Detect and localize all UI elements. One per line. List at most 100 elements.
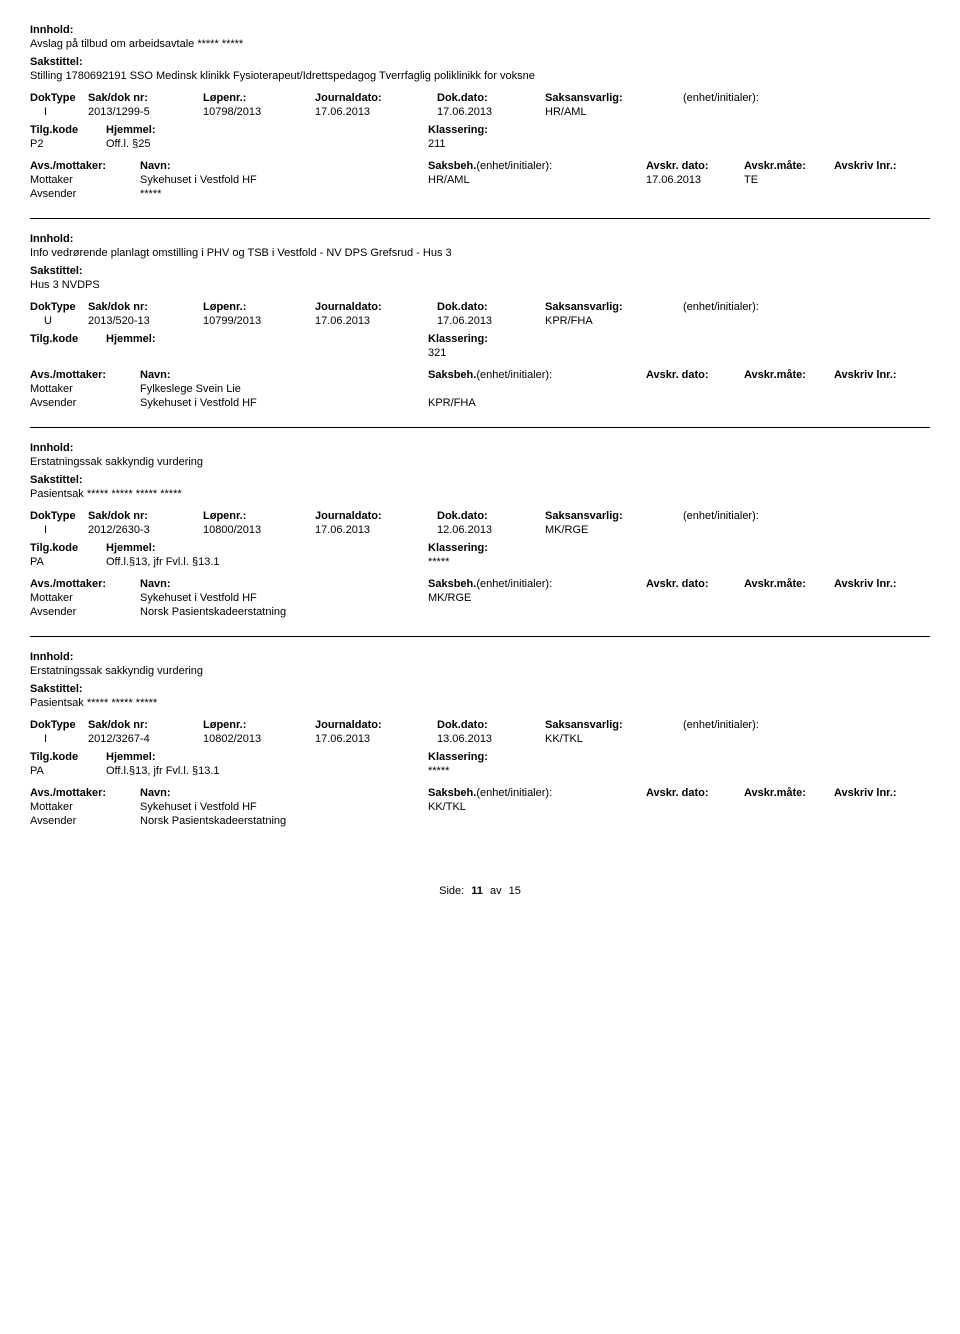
party-avskr-dato xyxy=(646,188,744,200)
klassering-label: Klassering: xyxy=(428,124,488,136)
party-row: Mottaker Sykehuset i Vestfold HF KK/TKL xyxy=(30,801,930,813)
enhet-value xyxy=(683,524,823,536)
innhold-label: Innhold: xyxy=(30,233,930,245)
party-saksbeh: KK/TKL xyxy=(428,801,646,813)
party-avskr-dato xyxy=(646,815,744,827)
saksbeh-label: Saksbeh.(enhet/initialer): xyxy=(428,160,646,172)
saksansvarlig-value: HR/AML xyxy=(545,106,683,118)
meta-values-row: U 2013/520-13 10799/2013 17.06.2013 17.0… xyxy=(30,315,930,327)
tilg-header-row: Tilg.kode Hjemmel: Klassering: xyxy=(30,751,930,763)
journaldato-label: Journaldato: xyxy=(315,301,437,313)
sakstittel-label: Sakstittel: xyxy=(30,56,930,68)
dokdato-label: Dok.dato: xyxy=(437,510,545,522)
saksansvarlig-label: Saksansvarlig: xyxy=(545,510,683,522)
party-name: Sykehuset i Vestfold HF xyxy=(140,801,428,813)
hjemmel-value: Off.l.§13, jfr Fvl.l. §13.1 xyxy=(106,765,220,777)
meta-header-row: DokType Sak/dok nr: Løpenr.: Journaldato… xyxy=(30,510,930,522)
avskr-mate-label: Avskr.måte: xyxy=(744,369,834,381)
party-role: Mottaker xyxy=(30,383,140,395)
tilgkode-value: P2 xyxy=(30,138,106,150)
sakdok-value: 2012/2630-3 xyxy=(88,524,203,536)
saksansvarlig-label: Saksansvarlig: xyxy=(545,719,683,731)
doktype-value: I xyxy=(30,524,88,536)
party-role: Avsender xyxy=(30,188,140,200)
journaldato-value: 17.06.2013 xyxy=(315,733,437,745)
klassering-label: Klassering: xyxy=(428,333,488,345)
party-row: Avsender Sykehuset i Vestfold HF KPR/FHA xyxy=(30,397,930,409)
lopenr-value: 10799/2013 xyxy=(203,315,315,327)
party-avskr-mate xyxy=(744,815,834,827)
tilgkode-value: PA xyxy=(30,556,106,568)
footer-of: av xyxy=(490,885,502,897)
journaldato-value: 17.06.2013 xyxy=(315,315,437,327)
enhet-label: (enhet/initialer): xyxy=(683,92,823,104)
party-avskr-mate xyxy=(744,592,834,604)
doktype-value: U xyxy=(30,315,88,327)
journal-record: Innhold: Info vedrørende planlagt omstill… xyxy=(30,233,930,428)
party-avskr-mate xyxy=(744,606,834,618)
party-avskr-mate xyxy=(744,383,834,395)
doktype-label: DokType xyxy=(30,301,88,313)
tilgkode-label: Tilg.kode xyxy=(30,542,106,554)
sakstittel-text: Hus 3 NVDPS xyxy=(30,279,930,291)
footer-page: 11 xyxy=(471,885,483,897)
party-saksbeh xyxy=(428,815,646,827)
tilgkode-label: Tilg.kode xyxy=(30,751,106,763)
party-row: Avsender ***** xyxy=(30,188,930,200)
saksbeh-label: Saksbeh.(enhet/initialer): xyxy=(428,369,646,381)
klassering-value: 211 xyxy=(428,138,446,150)
tilgkode-label: Tilg.kode xyxy=(30,124,106,136)
party-avskr-mate xyxy=(744,801,834,813)
klassering-value: 321 xyxy=(428,347,446,359)
tilg-values-row: P2 Off.l. §25 211 xyxy=(30,138,930,150)
avsmottaker-label: Avs./mottaker: xyxy=(30,787,140,799)
dokdato-value: 17.06.2013 xyxy=(437,106,545,118)
party-name: Fylkeslege Svein Lie xyxy=(140,383,428,395)
party-saksbeh: HR/AML xyxy=(428,174,646,186)
dokdato-label: Dok.dato: xyxy=(437,92,545,104)
navn-label: Navn: xyxy=(140,787,171,799)
klassering-value: ***** xyxy=(428,556,449,568)
party-role: Mottaker xyxy=(30,801,140,813)
avskr-dato-label: Avskr. dato: xyxy=(646,578,744,590)
sakdok-value: 2012/3267-4 xyxy=(88,733,203,745)
avskr-dato-label: Avskr. dato: xyxy=(646,369,744,381)
innhold-text: Info vedrørende planlagt omstilling i PH… xyxy=(30,247,930,259)
party-name: Sykehuset i Vestfold HF xyxy=(140,174,428,186)
journaldato-value: 17.06.2013 xyxy=(315,106,437,118)
party-avskr-dato xyxy=(646,397,744,409)
party-row: Avsender Norsk Pasientskadeerstatning xyxy=(30,606,930,618)
journaldato-value: 17.06.2013 xyxy=(315,524,437,536)
sakdok-label: Sak/dok nr: xyxy=(88,510,203,522)
party-name: Sykehuset i Vestfold HF xyxy=(140,397,428,409)
party-row: Mottaker Sykehuset i Vestfold HF MK/RGE xyxy=(30,592,930,604)
journaldato-label: Journaldato: xyxy=(315,510,437,522)
journal-record: Innhold:Erstatningssak sakkyndig vurderi… xyxy=(30,442,930,637)
innhold-label: Innhold: xyxy=(30,651,930,663)
navn-label: Navn: xyxy=(140,578,171,590)
avsmottaker-header: Avs./mottaker: Navn: Saksbeh.(enhet/init… xyxy=(30,369,930,381)
party-row: Avsender Norsk Pasientskadeerstatning xyxy=(30,815,930,827)
party-row: Mottaker Sykehuset i Vestfold HF HR/AML … xyxy=(30,174,930,186)
avsmottaker-header: Avs./mottaker: Navn: Saksbeh.(enhet/init… xyxy=(30,578,930,590)
sakdok-value: 2013/1299-5 xyxy=(88,106,203,118)
party-avskr-mate xyxy=(744,397,834,409)
hjemmel-label: Hjemmel: xyxy=(106,333,156,345)
tilg-header-row: Tilg.kode Hjemmel: Klassering: xyxy=(30,542,930,554)
doktype-value: I xyxy=(30,733,88,745)
party-role: Mottaker xyxy=(30,174,140,186)
sakstittel-label: Sakstittel: xyxy=(30,474,930,486)
sakstittel-text: Stilling 1780692191 SSO Medinsk klinikk … xyxy=(30,70,930,82)
tilgkode-value: PA xyxy=(30,765,106,777)
saksansvarlig-label: Saksansvarlig: xyxy=(545,301,683,313)
party-avskr-dato xyxy=(646,606,744,618)
lopenr-label: Løpenr.: xyxy=(203,301,315,313)
saksbeh-label: Saksbeh.(enhet/initialer): xyxy=(428,787,646,799)
party-saksbeh: MK/RGE xyxy=(428,592,646,604)
hjemmel-label: Hjemmel: xyxy=(106,124,156,136)
klassering-value: ***** xyxy=(428,765,449,777)
lopenr-label: Løpenr.: xyxy=(203,92,315,104)
sakdok-label: Sak/dok nr: xyxy=(88,301,203,313)
saksansvarlig-value: MK/RGE xyxy=(545,524,683,536)
party-avskr-dato xyxy=(646,592,744,604)
